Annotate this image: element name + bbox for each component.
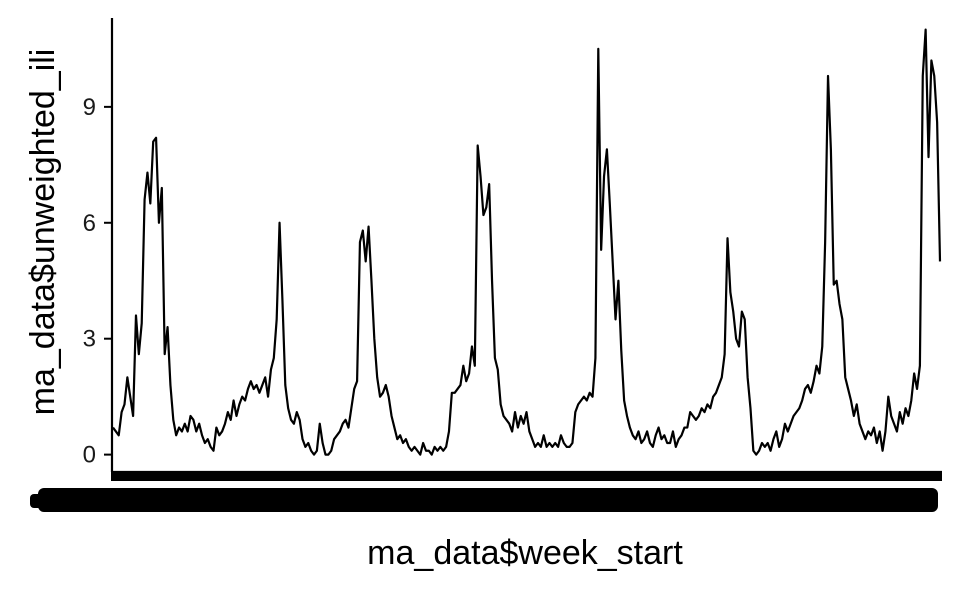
x-tick-marks [111,472,942,481]
y-tick-labels: 0 3 6 9 [83,94,96,469]
y-axis-title: ma_data$unweighted_ili [24,49,62,416]
x-tick-labels [30,488,938,512]
y-tick-label: 0 [83,442,96,469]
series-line [112,28,942,456]
x-tick-labels-overprint-fringe [30,494,44,508]
x-tick-labels-overprint [38,488,938,512]
x-tick-marks-band [111,472,942,481]
y-tick-marks [104,105,112,456]
x-axis-title: ma_data$week_start [367,534,683,572]
y-tick-label: 6 [83,210,96,237]
y-tick-label: 3 [83,326,96,353]
y-tick-label: 9 [83,94,96,121]
